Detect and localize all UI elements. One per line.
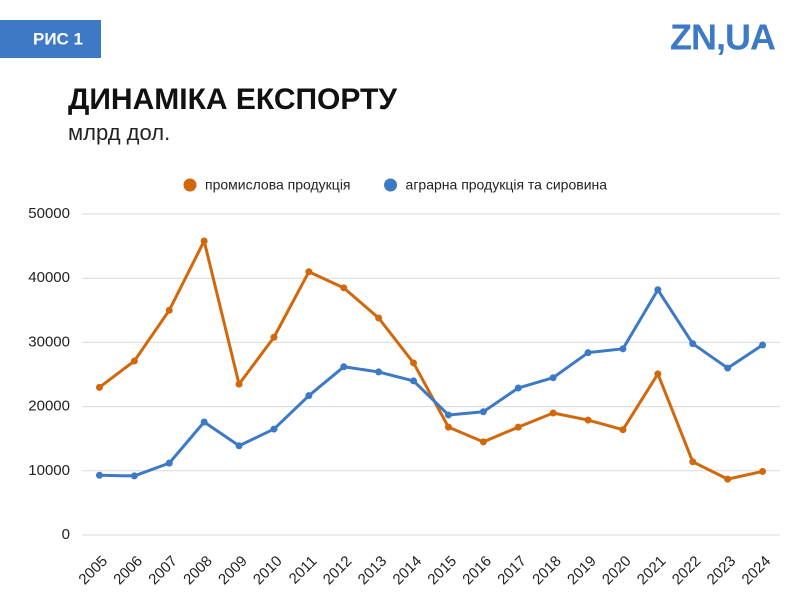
point — [130, 357, 138, 365]
point — [689, 458, 697, 466]
x-tick-label: 2005 — [75, 553, 111, 589]
point — [689, 340, 697, 348]
point — [444, 411, 452, 419]
point — [514, 384, 522, 392]
x-tick-label: 2019 — [564, 553, 600, 589]
x-tick-label: 2017 — [494, 553, 530, 589]
x-tick-label: 2022 — [669, 553, 705, 589]
point — [340, 284, 348, 292]
point — [410, 377, 418, 385]
x-tick-label: 2016 — [459, 553, 495, 589]
point — [584, 416, 592, 424]
point — [200, 418, 208, 426]
y-tick-label: 20000 — [28, 398, 70, 415]
point — [270, 425, 278, 433]
x-tick-label: 2013 — [355, 553, 391, 589]
point — [95, 383, 103, 391]
point — [165, 306, 173, 314]
point — [724, 475, 732, 483]
y-tick-label: 40000 — [28, 269, 70, 286]
point — [479, 408, 487, 416]
point — [130, 472, 138, 480]
figure-label: РИС 1 — [33, 29, 83, 48]
figure-badge — [0, 20, 101, 58]
legend-marker — [183, 178, 197, 192]
x-tick-label: 2021 — [634, 553, 670, 589]
point — [759, 341, 767, 349]
x-tick-label: 2010 — [250, 553, 286, 589]
point — [654, 286, 662, 294]
y-tick-label: 0 — [62, 526, 70, 543]
y-tick-label: 10000 — [28, 462, 70, 479]
x-tick-label: 2015 — [424, 553, 460, 589]
point — [654, 370, 662, 378]
point — [549, 409, 557, 417]
x-tick-label: 2014 — [390, 553, 426, 589]
point — [724, 364, 732, 372]
x-tick-label: 2012 — [320, 553, 356, 589]
legend-marker — [384, 178, 398, 192]
x-tick-label: 2009 — [215, 553, 251, 589]
point — [759, 467, 767, 475]
legend-label: промислова продукція — [205, 177, 351, 193]
point — [375, 368, 383, 376]
y-tick-label: 30000 — [28, 333, 70, 350]
x-tick-label: 2018 — [529, 553, 565, 589]
point — [305, 268, 313, 276]
chart-title: ДИНАМІКА ЕКСПОРТУ — [68, 83, 397, 116]
point — [235, 442, 243, 450]
point — [375, 314, 383, 322]
chart-subtitle: млрд дол. — [68, 120, 170, 145]
point — [95, 471, 103, 479]
line — [99, 288, 764, 478]
point — [270, 333, 278, 341]
point — [584, 349, 592, 357]
point — [340, 363, 348, 371]
point — [410, 359, 418, 367]
x-tick-label: 2020 — [599, 553, 635, 589]
point — [549, 374, 557, 382]
x-tick-label: 2011 — [286, 553, 321, 588]
legend-label: аграрна продукція та сировина — [406, 177, 608, 193]
y-tick-label: 50000 — [28, 205, 70, 222]
point — [235, 380, 243, 388]
point — [165, 459, 173, 467]
point — [200, 237, 208, 245]
line — [98, 239, 763, 481]
x-tick-label: 2006 — [110, 553, 146, 589]
logo: ZN,UA — [670, 17, 776, 58]
point — [619, 426, 627, 434]
point — [514, 423, 522, 431]
x-tick-label: 2007 — [145, 553, 181, 589]
point — [619, 345, 627, 353]
x-tick-label: 2024 — [739, 553, 775, 589]
point — [444, 423, 452, 431]
point — [305, 392, 313, 400]
x-tick-label: 2008 — [180, 553, 216, 589]
x-tick-label: 2023 — [704, 553, 740, 589]
point — [479, 438, 487, 446]
